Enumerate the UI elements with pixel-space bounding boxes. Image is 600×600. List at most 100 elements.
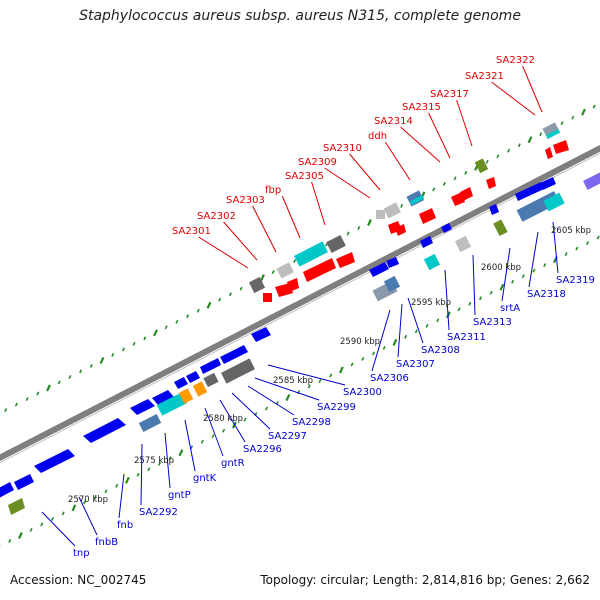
gene-feature[interactable] (287, 278, 299, 292)
gene-label[interactable]: SA2303 (226, 195, 265, 206)
gene-feature[interactable] (383, 275, 401, 293)
gene-feature[interactable] (8, 498, 25, 515)
gene-feature[interactable] (515, 188, 531, 201)
gene-label[interactable]: SA2318 (527, 289, 566, 300)
gene-feature[interactable] (263, 293, 272, 302)
gene-label[interactable]: SA2317 (430, 89, 469, 100)
gene-feature[interactable] (138, 414, 162, 432)
gene-feature[interactable] (14, 474, 34, 490)
major-tick (178, 449, 184, 457)
minor-tick (532, 268, 536, 273)
gene-feature[interactable] (0, 482, 14, 498)
gene-feature[interactable] (221, 358, 255, 384)
gene-label[interactable]: fnbB (95, 537, 118, 548)
gene-label[interactable]: srtA (500, 303, 520, 314)
gene-feature[interactable] (542, 122, 560, 138)
gene-feature[interactable] (186, 371, 200, 383)
gene-feature[interactable] (156, 392, 188, 416)
gene-feature[interactable] (486, 177, 496, 189)
gene-feature[interactable] (474, 158, 489, 174)
gene-label[interactable]: SA2315 (402, 102, 441, 113)
gene-label[interactable]: SA2308 (421, 345, 460, 356)
gene-feature[interactable] (174, 377, 188, 389)
gene-label[interactable]: fnb (117, 520, 133, 531)
gene-label[interactable]: ddh (368, 131, 387, 142)
gene-feature[interactable] (545, 129, 561, 139)
gene-label[interactable]: SA2305 (285, 171, 324, 182)
minor-tick (564, 252, 568, 257)
gene-feature[interactable] (493, 219, 508, 237)
minor-tick (496, 154, 500, 159)
gene-label[interactable]: SA2309 (298, 157, 337, 168)
gene-label[interactable]: tnp (73, 548, 90, 559)
gene-feature[interactable] (454, 235, 472, 253)
gene-label[interactable]: SA2319 (556, 275, 595, 286)
gene-feature[interactable] (210, 358, 221, 369)
minor-tick (175, 319, 179, 324)
gene-label[interactable]: SA2314 (374, 116, 413, 127)
minor-tick (517, 143, 521, 148)
gene-feature[interactable] (34, 449, 75, 473)
gene-feature[interactable] (220, 345, 248, 364)
gene-feature[interactable] (326, 235, 346, 253)
gene-label[interactable]: SA2292 (139, 507, 178, 518)
gene-label[interactable]: SA2301 (172, 226, 211, 237)
label-connector (472, 254, 476, 316)
major-tick (99, 356, 105, 364)
gene-feature[interactable] (203, 372, 219, 388)
gene-feature[interactable] (303, 258, 336, 282)
gene-feature[interactable] (543, 192, 565, 212)
gene-feature[interactable] (423, 253, 441, 271)
gene-feature[interactable] (83, 418, 126, 443)
gene-label[interactable]: gntK (193, 473, 217, 484)
gene-feature[interactable] (583, 170, 600, 190)
minor-tick (293, 259, 297, 264)
gene-feature[interactable] (251, 327, 271, 342)
gene-feature[interactable] (294, 241, 328, 267)
gene-label[interactable]: SA2297 (268, 431, 307, 442)
gene-label[interactable]: gntP (168, 490, 191, 501)
gene-label[interactable]: SA2307 (396, 359, 435, 370)
gene-feature[interactable] (395, 224, 406, 236)
gene-feature[interactable] (540, 177, 556, 190)
minor-tick (14, 402, 18, 407)
gene-feature[interactable] (441, 223, 452, 233)
gene-feature[interactable] (528, 182, 544, 195)
gene-label[interactable]: SA2296 (243, 444, 282, 455)
minor-tick (143, 336, 147, 341)
minor-tick (478, 296, 483, 301)
gene-label[interactable]: SA2306 (370, 373, 409, 384)
gene-feature[interactable] (420, 236, 433, 248)
minor-tick (592, 104, 596, 109)
gene-feature[interactable] (192, 381, 208, 397)
gene-feature[interactable] (276, 262, 294, 279)
gene-feature[interactable] (419, 208, 436, 224)
gene-feature[interactable] (152, 390, 174, 405)
gene-label[interactable]: SA2298 (292, 417, 331, 428)
gene-label[interactable]: SA2321 (465, 71, 504, 82)
gene-feature[interactable] (489, 204, 499, 215)
gene-feature[interactable] (248, 276, 266, 294)
gene-label[interactable]: SA2300 (343, 387, 382, 398)
label-connector (528, 231, 539, 288)
gene-feature[interactable] (130, 399, 155, 415)
gene-label[interactable]: SA2311 (447, 332, 486, 343)
gene-label[interactable]: SA2322 (496, 55, 535, 66)
gene-label[interactable]: SA2299 (317, 402, 356, 413)
gene-feature[interactable] (369, 262, 389, 277)
gene-feature[interactable] (178, 388, 194, 404)
gene-label[interactable]: SA2302 (197, 211, 236, 222)
minor-tick (29, 528, 33, 532)
gene-label[interactable]: gntR (221, 458, 245, 469)
gene-feature[interactable] (376, 210, 385, 219)
gene-feature[interactable] (383, 202, 401, 219)
gene-label[interactable]: SA2313 (473, 317, 512, 328)
gene-feature[interactable] (545, 147, 553, 159)
gene-label[interactable]: fbp (265, 185, 281, 196)
gene-feature[interactable] (386, 257, 399, 268)
gene-feature[interactable] (336, 252, 355, 268)
gene-label[interactable]: SA2310 (323, 143, 362, 154)
gene-feature[interactable] (409, 195, 425, 205)
gene-feature[interactable] (553, 140, 569, 154)
gene-feature[interactable] (460, 187, 473, 201)
